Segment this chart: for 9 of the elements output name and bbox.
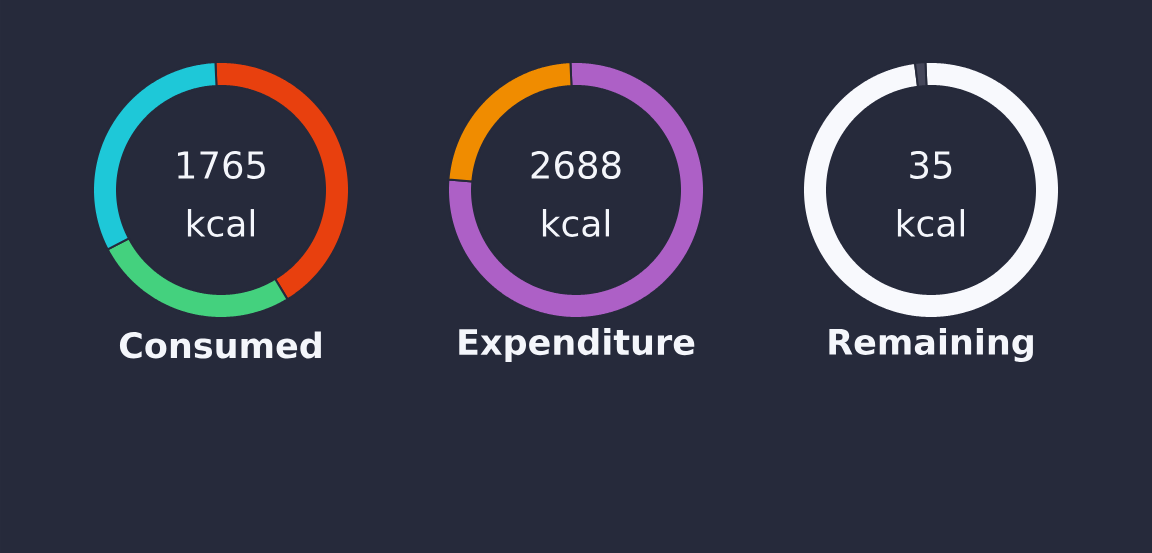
text: Remaining [829, 327, 1033, 363]
text: Consumed [119, 331, 321, 359]
text: 35 [910, 150, 952, 179]
text: Expenditure [459, 328, 695, 362]
text: kcal [897, 209, 964, 237]
text: 2688 [531, 150, 621, 179]
text: 1765 [177, 150, 265, 179]
text: kcal [187, 209, 254, 237]
text: kcal [542, 209, 609, 237]
